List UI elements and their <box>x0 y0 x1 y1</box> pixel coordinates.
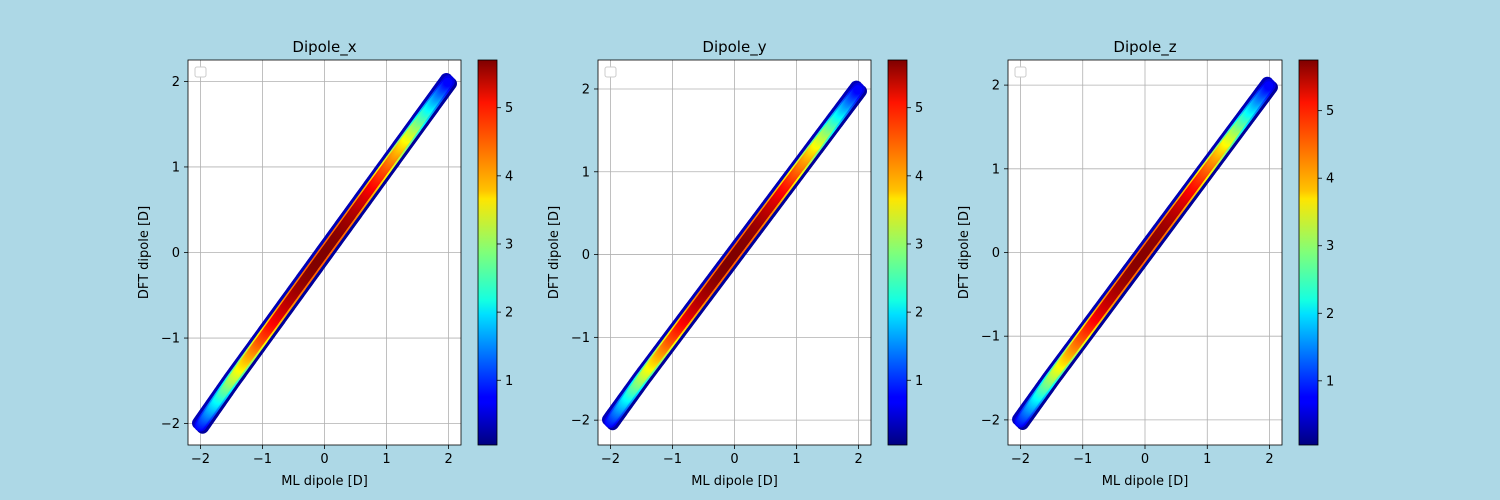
y-tick-label: −2 <box>981 413 1000 428</box>
colorbar-tick-label: 2 <box>505 306 513 321</box>
y-tick-label: 0 <box>582 248 590 263</box>
colorbar-tick-label: 5 <box>505 101 513 116</box>
y-tick-label: −1 <box>571 331 590 346</box>
colorbar-tick-label: 4 <box>1326 172 1334 187</box>
colorbar-tick-label: 3 <box>1326 239 1334 254</box>
colorbar-gradient <box>1299 60 1318 445</box>
colorbar-tick-label: 2 <box>915 306 923 321</box>
chart-title: Dipole_x <box>292 38 356 57</box>
legend-box <box>1014 66 1027 78</box>
x-tick-label: 1 <box>382 452 390 467</box>
x-tick-label: 2 <box>1265 452 1273 467</box>
ticks: −2 −1 0 1 2 −2 −1 0 1 2 <box>981 79 1274 467</box>
colorbar: 1 2 3 4 5 <box>477 59 513 446</box>
y-axis-label: DFT dipole [D] <box>547 206 562 299</box>
x-tick-label: −1 <box>253 452 272 467</box>
x-tick-label: −2 <box>191 452 210 467</box>
legend-box <box>604 66 617 78</box>
chart-title: Dipole_y <box>702 38 766 57</box>
x-tick-label: −1 <box>663 452 682 467</box>
y-axis-label: DFT dipole [D] <box>137 206 152 299</box>
colorbar-gradient <box>888 60 907 445</box>
colorbar-tick-label: 5 <box>1326 104 1334 119</box>
colorbar-frame <box>1298 59 1319 446</box>
x-axis-label: ML dipole [D] <box>691 474 778 489</box>
scatter-points <box>1012 76 1278 430</box>
y-tick-label: 0 <box>172 246 180 261</box>
x-tick-label: 1 <box>792 452 800 467</box>
scatter-points <box>192 72 457 434</box>
x-tick-label: −1 <box>1073 452 1092 467</box>
y-tick-label: 1 <box>582 165 590 180</box>
chart-title: Dipole_z <box>1113 38 1176 57</box>
x-tick-label: −2 <box>1011 452 1030 467</box>
y-tick-label: 0 <box>992 246 1000 261</box>
subplot-1: −2 −1 0 1 2 −2 −1 0 1 2 Dipole_x ML dipole [D] DFT d… <box>137 38 513 489</box>
colorbar-frame <box>887 59 908 446</box>
y-tick-label: 2 <box>992 79 1000 94</box>
colorbar-tick-label: 1 <box>505 374 513 389</box>
scatter-point <box>853 85 863 95</box>
x-tick-label: 1 <box>1203 452 1211 467</box>
ticks: −2 −1 0 1 2 −2 −1 0 1 2 <box>571 82 863 467</box>
x-tick-label: 2 <box>854 452 862 467</box>
colorbar-tick-label: 4 <box>915 169 923 184</box>
x-axis-label: ML dipole [D] <box>281 474 368 489</box>
y-axis-label: DFT dipole [D] <box>957 206 972 299</box>
y-tick-label: −2 <box>571 414 590 429</box>
colorbar-tick-label: 1 <box>915 374 923 389</box>
x-tick-label: 2 <box>444 452 452 467</box>
y-tick-label: −1 <box>161 332 180 347</box>
subplot-3: −2 −1 0 1 2 −2 −1 0 1 2 Dipole_z ML dipole [D] DFT d… <box>957 38 1334 489</box>
y-tick-label: −2 <box>161 417 180 432</box>
x-tick-label: −2 <box>601 452 620 467</box>
x-axis-label: ML dipole [D] <box>1102 474 1189 489</box>
colorbar-tick-label: 3 <box>505 237 513 252</box>
y-tick-label: 2 <box>172 75 180 90</box>
y-tick-label: −1 <box>981 330 1000 345</box>
legend-box <box>194 66 207 78</box>
colorbar-gradient <box>478 60 497 445</box>
colorbar-tick-label: 2 <box>1326 307 1334 322</box>
colorbar: 1 2 3 4 5 <box>887 59 923 446</box>
scatter-points <box>602 80 867 431</box>
colorbar-tick-label: 4 <box>505 169 513 184</box>
scatter-point <box>1264 81 1274 91</box>
x-tick-label: 0 <box>1141 452 1149 467</box>
y-tick-label: 1 <box>172 160 180 175</box>
y-tick-label: 2 <box>582 82 590 97</box>
subplot-2: −2 −1 0 1 2 −2 −1 0 1 2 Dipole_y ML dipole [D] DFT d… <box>547 38 923 489</box>
colorbar-tick-label: 1 <box>1326 374 1334 389</box>
y-tick-label: 1 <box>992 162 1000 177</box>
scatter-point <box>443 77 453 87</box>
colorbar: 1 2 3 4 5 <box>1298 59 1334 446</box>
ticks: −2 −1 0 1 2 −2 −1 0 1 2 <box>161 75 453 467</box>
colorbar-tick-label: 3 <box>915 237 923 252</box>
x-tick-label: 0 <box>320 452 328 467</box>
colorbar-tick-label: 5 <box>915 101 923 116</box>
x-tick-label: 0 <box>730 452 738 467</box>
colorbar-frame <box>477 59 498 446</box>
